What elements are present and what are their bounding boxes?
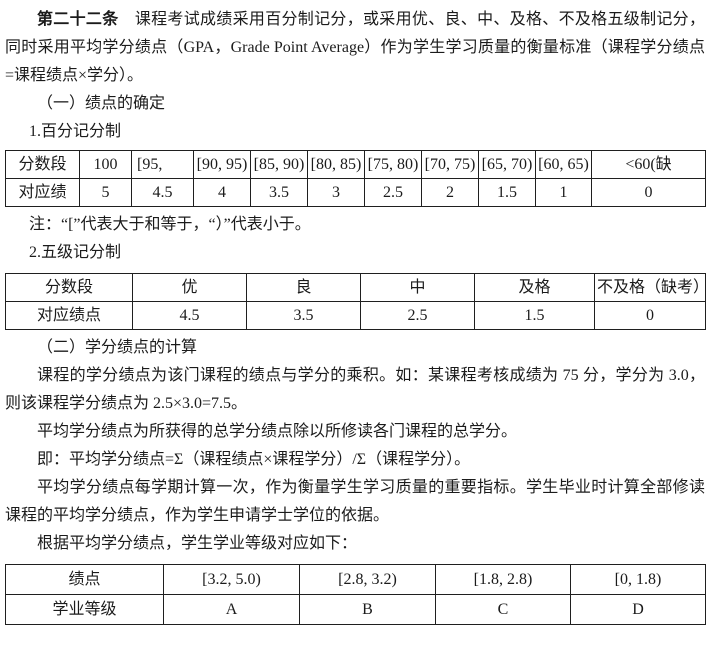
table-cell: 3.5 <box>246 301 361 330</box>
semester-paragraph: 平均学分绩点每学期计算一次，作为衡量学生学习质量的重要指标。学生毕业时计算全部修… <box>5 479 705 524</box>
table-cell: 中 <box>360 273 475 302</box>
table-cell: 2.5 <box>364 178 422 207</box>
note-paragraph: 注：“[”代表大于和等于，“）”代表小于。 <box>29 216 311 233</box>
table-cell: 2 <box>421 178 479 207</box>
table-cell: B <box>299 594 436 625</box>
table-cell: 学业等级 <box>5 594 164 625</box>
example-paragraph: 课程的学分绩点为该门课程的绩点与学分的乘积。如：某课程考核成绩为 75 分，学分… <box>5 367 705 412</box>
table-cell: [65, 70) <box>478 150 536 179</box>
table-cell: 良 <box>246 273 361 302</box>
table-cell: [75, 80) <box>364 150 422 179</box>
table-row: 分数段 100 [95, [90, 95) [85, 90) [80, 85) … <box>5 150 706 179</box>
table-cell: [70, 75) <box>421 150 479 179</box>
table-cell: [95, <box>131 150 194 179</box>
table-row: 学业等级 A B C D <box>5 594 706 625</box>
table-cell: 对应绩 <box>5 178 80 207</box>
table-cell: 1 <box>535 178 592 207</box>
table-cell: 不及格（缺考） <box>594 273 706 302</box>
table-row: 对应绩 5 4.5 4 3.5 3 2.5 2 1.5 1 0 <box>5 178 706 207</box>
table-cell: [2.8, 3.2) <box>299 564 436 595</box>
formula-paragraph: 即：平均学分绩点=Σ（课程绩点×课程学分）/Σ（课程学分）。 <box>37 451 471 468</box>
percent-grading-table: 分数段 100 [95, [90, 95) [85, 90) [80, 85) … <box>5 150 706 207</box>
table-cell: 4.5 <box>132 301 247 330</box>
table-cell: 优 <box>132 273 247 302</box>
sub2-heading: 2.五级记分制 <box>29 244 122 261</box>
table-cell: 及格 <box>474 273 595 302</box>
table-cell: 1.5 <box>478 178 536 207</box>
clause-paragraph: 第二十二条 课程考试成绩采用百分制记分，或采用优、良、中、及格、不及格五级制记分… <box>5 6 705 90</box>
table-cell: 4.5 <box>131 178 194 207</box>
five-level-grading-table: 分数段 优 良 中 及格 不及格（缺考） 对应绩点 4.5 3.5 2.5 1.… <box>5 273 706 330</box>
table-cell: [3.2, 5.0) <box>163 564 300 595</box>
sub1-heading: 1.百分记分制 <box>29 123 122 140</box>
academic-rank-table: 绩点 [3.2, 5.0) [2.8, 3.2) [1.8, 2.8) [0, … <box>5 564 706 625</box>
table-cell: [0, 1.8) <box>570 564 706 595</box>
table-cell: 2.5 <box>360 301 475 330</box>
section2-heading: （二）学分绩点的计算 <box>37 339 198 356</box>
table-row: 分数段 优 良 中 及格 不及格（缺考） <box>5 273 706 302</box>
table-cell: 3 <box>307 178 365 207</box>
table-cell: 3.5 <box>250 178 308 207</box>
table-cell: C <box>435 594 571 625</box>
table-cell: 100 <box>79 150 132 179</box>
table-cell: A <box>163 594 300 625</box>
table-cell: 分数段 <box>5 273 133 302</box>
average-paragraph: 平均学分绩点为所获得的总学分绩点除以所修读各门课程的总学分。 <box>37 423 518 440</box>
clause-body: 课程考试成绩采用百分制记分，或采用优、良、中、及格、不及格五级制记分，同时采用平… <box>5 11 705 84</box>
table-cell: [1.8, 2.8) <box>435 564 571 595</box>
table-cell: D <box>570 594 706 625</box>
section1-heading: （一）绩点的确定 <box>37 95 166 112</box>
rank-intro-paragraph: 根据平均学分绩点，学生学业等级对应如下： <box>37 535 358 552</box>
table-cell: 分数段 <box>5 150 80 179</box>
table-cell: [85, 90) <box>250 150 308 179</box>
table-cell: [60, 65) <box>535 150 592 179</box>
clause-number: 第二十二条 <box>37 11 119 28</box>
table-cell: 0 <box>594 301 706 330</box>
table-cell: <60(缺 <box>591 150 706 179</box>
table-cell: [90, 95) <box>193 150 251 179</box>
table-cell: 对应绩点 <box>5 301 133 330</box>
table-row: 对应绩点 4.5 3.5 2.5 1.5 0 <box>5 301 706 330</box>
table-row: 绩点 [3.2, 5.0) [2.8, 3.2) [1.8, 2.8) [0, … <box>5 564 706 595</box>
table-cell: 1.5 <box>474 301 595 330</box>
table-cell: 5 <box>79 178 132 207</box>
table-cell: 0 <box>591 178 706 207</box>
table-cell: 绩点 <box>5 564 164 595</box>
table-cell: [80, 85) <box>307 150 365 179</box>
table-cell: 4 <box>193 178 251 207</box>
